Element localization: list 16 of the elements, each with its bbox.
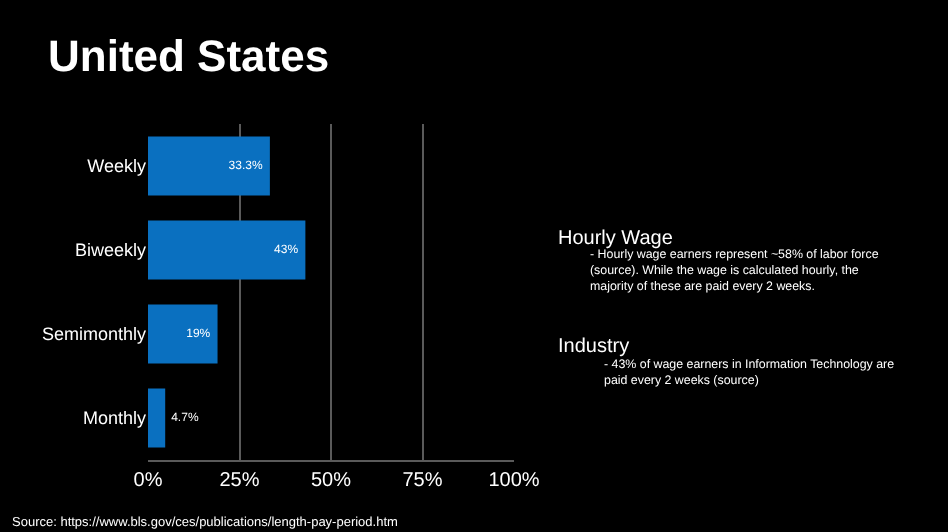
bar xyxy=(148,388,166,448)
x-tick-label: 0% xyxy=(133,470,163,492)
y-tick-label: Biweekly xyxy=(74,240,147,261)
y-tick-label: Monthly xyxy=(82,408,147,429)
text: Industry xyxy=(558,336,630,358)
bar xyxy=(148,304,218,364)
bar xyxy=(148,136,270,196)
x-tick-label: 25% xyxy=(219,470,260,492)
y-tick-label: Semimonthly xyxy=(41,324,147,345)
x-tick-label: 50% xyxy=(310,470,352,492)
text: Hourly Wage xyxy=(558,228,674,250)
x-tick-label: 100% xyxy=(488,470,540,492)
chart-title: United States xyxy=(48,30,330,81)
y-tick-label: Weekly xyxy=(87,156,147,177)
x-tick-label: 75% xyxy=(402,470,443,492)
bar xyxy=(148,220,306,280)
